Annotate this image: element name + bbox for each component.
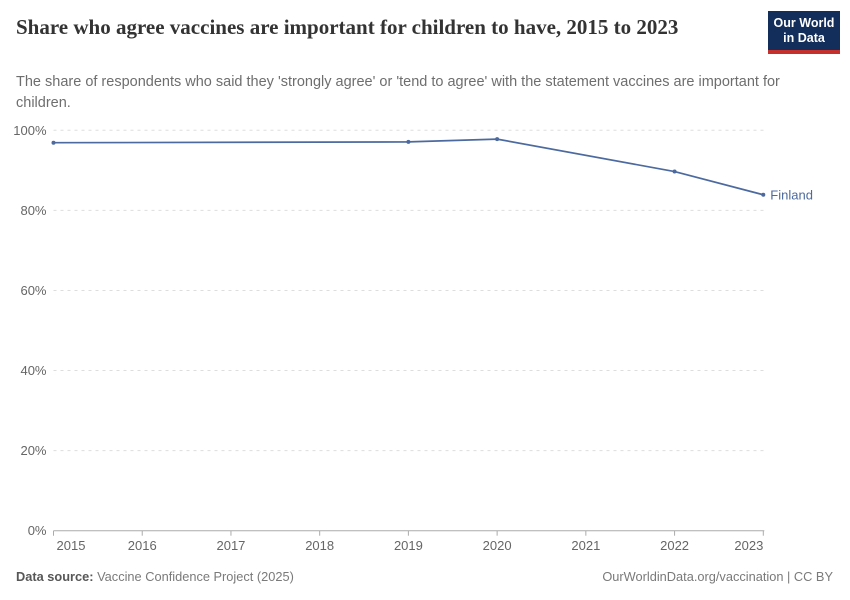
owid-logo-line2: in Data <box>783 31 825 45</box>
x-tick-label: 2022 <box>660 538 689 553</box>
data-source-value: Vaccine Confidence Project (2025) <box>93 569 294 584</box>
y-tick-label: 100% <box>13 123 47 138</box>
data-line[interactable] <box>53 138 764 196</box>
y-tick-label: 40% <box>20 363 46 378</box>
y-tick-label: 20% <box>20 443 46 458</box>
y-tick-label: 80% <box>20 203 46 218</box>
x-tick-label: 2023 <box>734 538 763 553</box>
x-tick-label: 2017 <box>216 538 245 553</box>
x-tick-label: 2021 <box>571 538 600 553</box>
data-point-marker[interactable] <box>406 139 411 144</box>
x-tick-label: 2016 <box>128 538 157 553</box>
y-tick-label: 60% <box>20 283 46 298</box>
x-tick-label: 2018 <box>305 538 334 553</box>
x-tick-label: 2019 <box>394 538 423 553</box>
data-point-marker[interactable] <box>761 192 766 197</box>
series-finland[interactable]: Finland <box>51 137 813 202</box>
chart-title: Share who agree vaccines are important f… <box>16 15 679 39</box>
data-source-note: Data source: Vaccine Confidence Project … <box>16 569 294 584</box>
data-point-marker[interactable] <box>51 140 56 145</box>
data-source-label: Data source: <box>16 569 94 584</box>
owid-logo[interactable]: Our World in Data <box>768 11 840 54</box>
data-point-marker[interactable] <box>495 137 500 142</box>
credit-link[interactable]: OurWorldinData.org/vaccination | CC BY <box>602 569 833 584</box>
chart-subtitle: The share of respondents who said they '… <box>16 74 780 111</box>
owid-logo-line1: Our World <box>773 16 835 30</box>
data-point-marker[interactable] <box>672 169 677 174</box>
y-axis: 0% 20% 40% 60% 80% 100% <box>13 123 765 538</box>
x-tick-label: 2015 <box>57 538 86 553</box>
x-axis: 2015 2016 2017 2018 2019 2020 2021 2022 2023 <box>53 530 764 553</box>
x-tick-label: 2020 <box>483 538 512 553</box>
series-end-label[interactable]: Finland <box>770 187 813 202</box>
y-tick-label: 0% <box>28 523 47 538</box>
